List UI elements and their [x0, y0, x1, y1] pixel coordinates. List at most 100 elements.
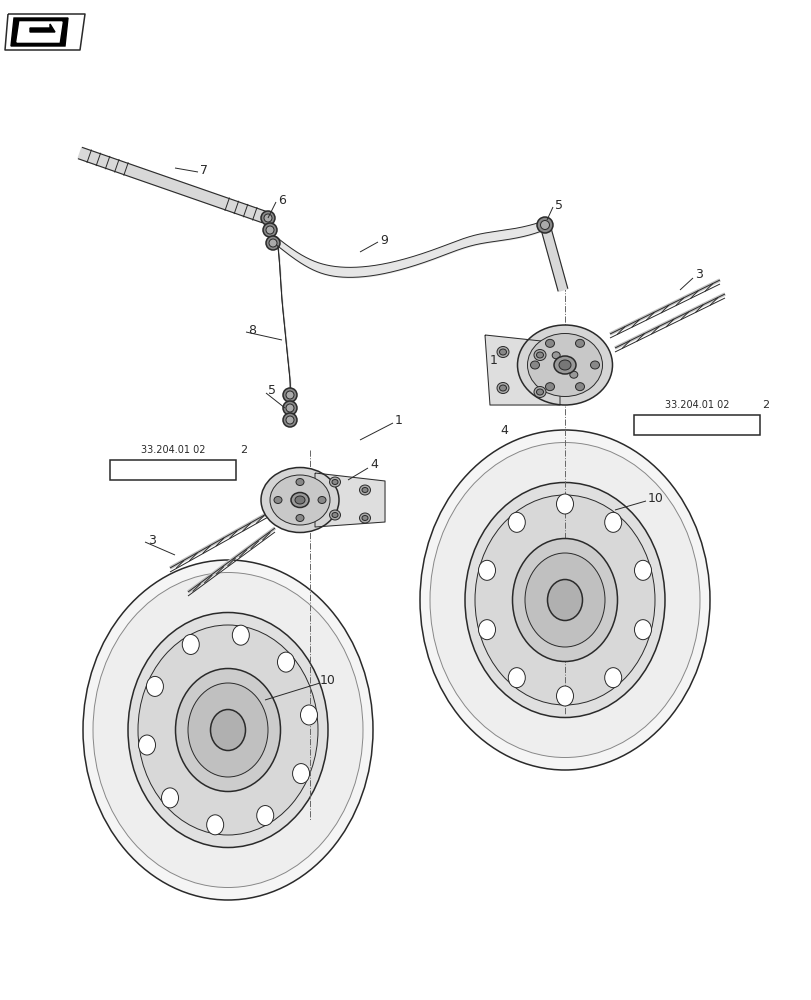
Ellipse shape: [146, 676, 163, 696]
Ellipse shape: [128, 612, 328, 847]
Ellipse shape: [633, 560, 650, 580]
Ellipse shape: [139, 735, 156, 755]
Polygon shape: [5, 14, 85, 50]
Ellipse shape: [188, 683, 268, 777]
Ellipse shape: [332, 480, 337, 485]
Text: 8: 8: [247, 324, 255, 336]
Ellipse shape: [512, 538, 616, 662]
Ellipse shape: [590, 361, 599, 369]
Ellipse shape: [551, 352, 560, 359]
Ellipse shape: [329, 477, 340, 487]
Ellipse shape: [474, 495, 654, 705]
Text: 4: 4: [370, 458, 377, 472]
Ellipse shape: [508, 668, 525, 688]
Polygon shape: [78, 147, 266, 223]
Polygon shape: [484, 335, 560, 405]
Ellipse shape: [263, 223, 277, 237]
Ellipse shape: [359, 485, 370, 495]
Ellipse shape: [285, 404, 294, 412]
Ellipse shape: [283, 413, 297, 427]
Text: 5: 5: [554, 199, 562, 212]
Ellipse shape: [207, 815, 223, 835]
Ellipse shape: [534, 350, 545, 360]
Ellipse shape: [292, 764, 309, 784]
Ellipse shape: [478, 620, 495, 640]
Ellipse shape: [182, 634, 199, 654]
Ellipse shape: [290, 492, 309, 508]
Ellipse shape: [517, 325, 611, 405]
Text: 3: 3: [694, 268, 702, 282]
Text: 2: 2: [240, 445, 247, 455]
Ellipse shape: [525, 553, 604, 647]
Polygon shape: [539, 224, 567, 291]
Polygon shape: [315, 473, 384, 527]
Ellipse shape: [359, 513, 370, 523]
Ellipse shape: [545, 339, 554, 347]
Ellipse shape: [530, 361, 539, 369]
Ellipse shape: [266, 226, 273, 234]
Ellipse shape: [419, 430, 709, 770]
Ellipse shape: [266, 236, 280, 250]
Ellipse shape: [536, 217, 552, 233]
Text: 4: 4: [500, 424, 507, 436]
Ellipse shape: [283, 401, 297, 415]
Ellipse shape: [496, 347, 508, 358]
Ellipse shape: [547, 580, 581, 620]
Text: 5: 5: [268, 383, 276, 396]
Text: 1: 1: [489, 354, 497, 366]
Ellipse shape: [294, 496, 305, 504]
Ellipse shape: [296, 479, 303, 486]
Text: 1: 1: [394, 414, 402, 426]
Ellipse shape: [256, 806, 273, 826]
Ellipse shape: [499, 349, 506, 355]
Ellipse shape: [232, 625, 249, 645]
Ellipse shape: [210, 710, 245, 750]
Ellipse shape: [362, 516, 367, 520]
Ellipse shape: [604, 512, 621, 532]
Bar: [633, 415, 759, 435]
Ellipse shape: [93, 572, 363, 888]
Ellipse shape: [496, 382, 508, 393]
Ellipse shape: [300, 705, 317, 725]
Ellipse shape: [161, 788, 178, 808]
Ellipse shape: [268, 239, 277, 247]
Ellipse shape: [270, 475, 329, 525]
Ellipse shape: [83, 560, 372, 900]
Ellipse shape: [536, 352, 543, 358]
Ellipse shape: [604, 668, 621, 688]
Ellipse shape: [285, 416, 294, 424]
Text: 33.204.01 02: 33.204.01 02: [140, 445, 205, 455]
Ellipse shape: [273, 496, 281, 504]
Ellipse shape: [296, 514, 303, 522]
Text: 7: 7: [200, 164, 208, 177]
Polygon shape: [30, 24, 55, 32]
Text: 33.204.01 02: 33.204.01 02: [664, 400, 728, 410]
Ellipse shape: [540, 221, 549, 230]
Ellipse shape: [283, 388, 297, 402]
Ellipse shape: [558, 360, 570, 370]
Polygon shape: [17, 22, 62, 42]
Text: ⬇: ⬇: [32, 22, 51, 42]
Ellipse shape: [430, 442, 699, 758]
Bar: [109, 460, 236, 480]
Ellipse shape: [569, 371, 577, 378]
Text: 10: 10: [320, 674, 336, 686]
Ellipse shape: [362, 488, 367, 492]
Ellipse shape: [545, 383, 554, 391]
Ellipse shape: [260, 211, 275, 225]
Polygon shape: [11, 18, 68, 46]
Ellipse shape: [285, 391, 294, 399]
Ellipse shape: [329, 510, 340, 520]
Ellipse shape: [138, 625, 318, 835]
Text: 10: 10: [647, 491, 663, 504]
Ellipse shape: [536, 389, 543, 395]
Ellipse shape: [465, 483, 664, 718]
Ellipse shape: [534, 386, 545, 397]
Ellipse shape: [575, 383, 584, 391]
Ellipse shape: [277, 652, 294, 672]
Text: 6: 6: [277, 194, 285, 207]
Ellipse shape: [332, 512, 337, 518]
Ellipse shape: [508, 512, 525, 532]
Ellipse shape: [633, 620, 650, 640]
Ellipse shape: [260, 468, 338, 532]
